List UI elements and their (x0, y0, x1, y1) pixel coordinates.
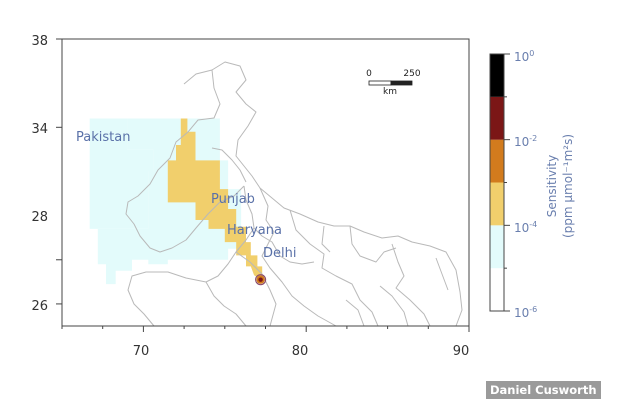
x-tick-90: 90 (453, 344, 470, 359)
scale-bar-unit: km (383, 87, 397, 97)
colorbar (489, 53, 505, 312)
scale-bar: 0 250 km (366, 69, 421, 97)
label-punjab: Punjab (211, 192, 255, 207)
state-border-9 (379, 285, 409, 327)
colorbar-segment (490, 96, 504, 140)
hotspot-core (258, 277, 263, 282)
state-border-7 (349, 225, 397, 263)
y-tick-34: 34 (31, 122, 48, 137)
state-border-6 (321, 225, 331, 253)
india-east-outline (391, 243, 431, 327)
colorbar-tick-1e-4: 10-4 (514, 220, 537, 235)
image-credit: Daniel Cusworth (486, 381, 601, 399)
colorbar-segment (490, 225, 504, 269)
colorbar-tick-1e0: 100 (514, 49, 534, 64)
x-tick-80: 80 (292, 344, 309, 359)
state-border-3 (289, 209, 379, 327)
india-outline (211, 61, 463, 327)
scale-bar-250: 250 (403, 69, 420, 79)
x-tick-70: 70 (133, 344, 150, 359)
low-sensitivity-area (89, 118, 154, 229)
y-tick-38: 38 (31, 34, 48, 49)
state-border-11 (345, 299, 365, 327)
country-borders (125, 61, 463, 327)
colorbar-segment (490, 54, 504, 97)
colorbar-ticks (504, 53, 510, 312)
state-border-1 (211, 147, 247, 183)
colorbar-segment (490, 182, 504, 226)
label-pakistan: Pakistan (76, 130, 130, 145)
state-border-2 (259, 187, 337, 327)
sensitivity-regions (89, 118, 263, 285)
mid-sensitivity-area (167, 118, 263, 278)
colorbar-unit: (ppm μmol⁻¹m²s) (561, 134, 575, 238)
y-tick-26: 26 (31, 299, 48, 314)
y-tick-28: 28 (31, 210, 48, 225)
pakistan-outline (125, 69, 245, 253)
colorbar-segment (490, 268, 504, 311)
colorbar-tick-1e-2: 10-2 (514, 134, 537, 149)
scale-bar-black-segment (390, 80, 413, 86)
delhi-hotspot (255, 274, 267, 286)
state-border-10 (435, 257, 449, 291)
state-border-5 (235, 251, 277, 327)
label-haryana: Haryana (227, 223, 282, 238)
hotspot-ring (255, 274, 267, 286)
label-delhi: Delhi (263, 246, 296, 261)
scale-bar-white-segment (368, 80, 392, 86)
colorbar-segment (490, 139, 504, 183)
state-border-8 (205, 281, 247, 327)
state-border-4 (253, 227, 315, 265)
colorbar-title: Sensitivity (545, 155, 559, 217)
scale-bar-zero: 0 (366, 69, 372, 79)
axis-ticks (56, 38, 470, 332)
colorbar-tick-1e-6: 10-6 (514, 305, 537, 320)
